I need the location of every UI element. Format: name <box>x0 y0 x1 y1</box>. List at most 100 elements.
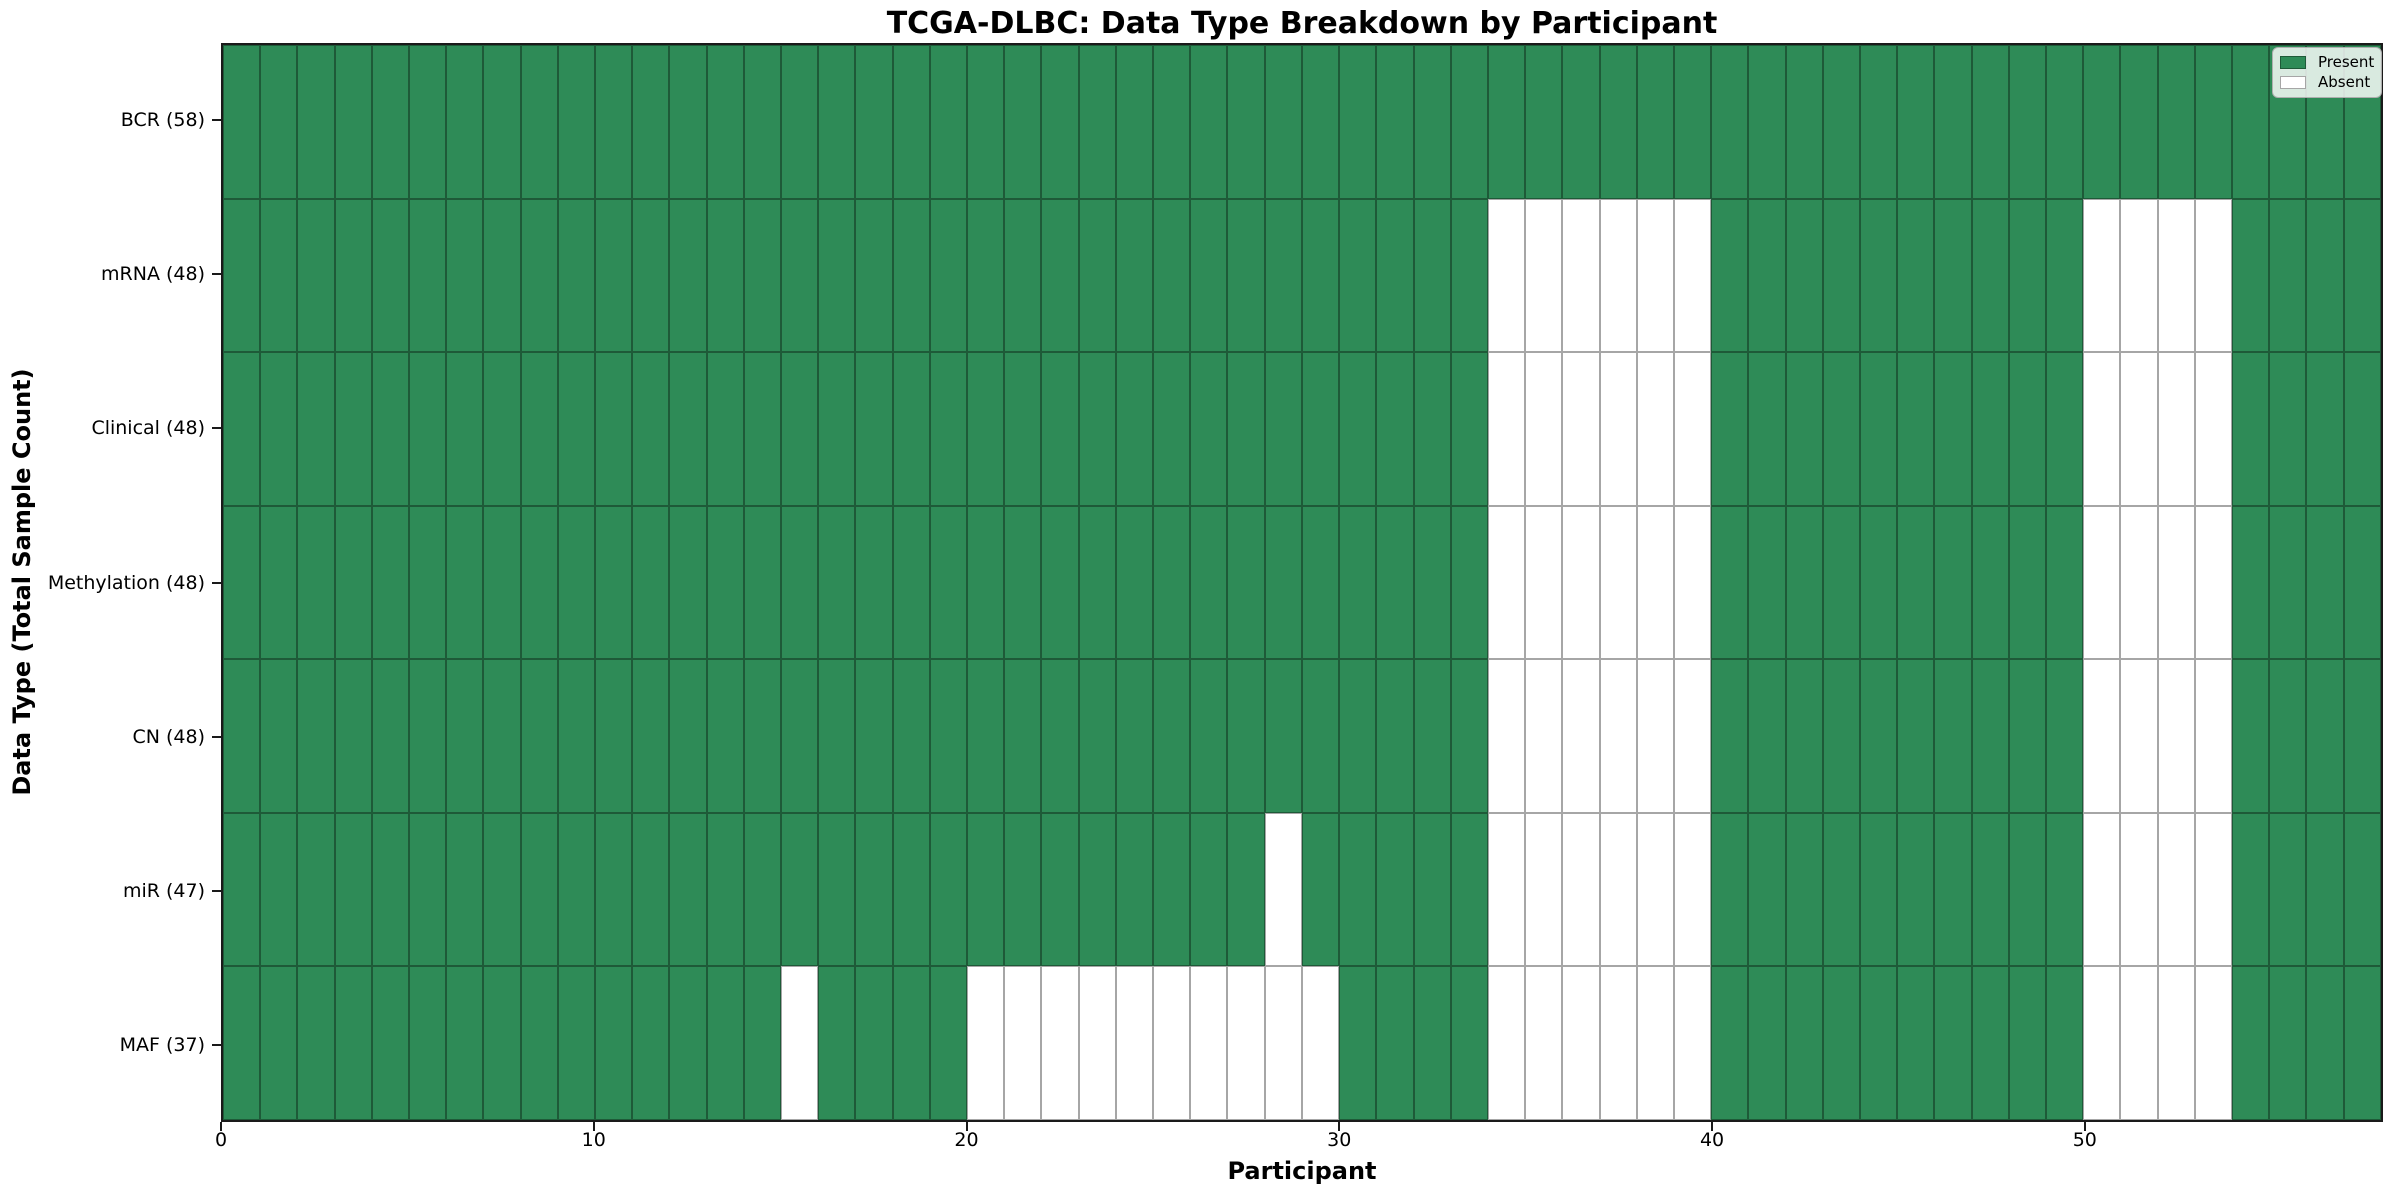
heatmap-cell <box>1190 812 1228 967</box>
plot-area <box>221 43 2383 1122</box>
heatmap-cell <box>967 352 1005 506</box>
heatmap-cell <box>929 966 968 1121</box>
heatmap-cell <box>1115 45 1154 199</box>
heatmap-cell <box>1636 198 1674 353</box>
heatmap-cell <box>1748 198 1786 353</box>
x-tick-mark <box>1338 1122 1341 1131</box>
heatmap-cell <box>1376 659 1414 813</box>
heatmap-cell <box>1376 352 1414 506</box>
heatmap-cell <box>2045 812 2084 967</box>
heatmap-cell <box>223 505 261 660</box>
heatmap-cell <box>1450 505 1488 660</box>
heatmap-cell <box>1487 45 1526 199</box>
heatmap-cell <box>595 812 633 967</box>
heatmap-cell <box>2231 505 2270 660</box>
heatmap-cell <box>1822 659 1860 813</box>
heatmap-cell <box>1636 352 1674 506</box>
heatmap-cell <box>1599 45 1637 199</box>
heatmap-cell <box>1153 352 1191 506</box>
heatmap-cell <box>1227 659 1265 813</box>
heatmap-cell <box>2008 966 2046 1121</box>
heatmap-cell <box>1413 659 1451 813</box>
x-axis-label: Participant <box>1227 1157 1377 1185</box>
heatmap-cell <box>669 198 707 353</box>
heatmap-cell <box>855 659 893 813</box>
heatmap-cell <box>1785 352 1823 506</box>
heatmap-cell <box>520 659 558 813</box>
heatmap-cell <box>1115 966 1154 1121</box>
heatmap-cell <box>1190 45 1228 199</box>
heatmap-cell <box>1190 966 1228 1121</box>
x-tick-label: 40 <box>1699 1129 1725 1151</box>
heatmap-cell <box>334 966 372 1121</box>
heatmap-cell <box>1711 352 1749 506</box>
heatmap-cell <box>520 45 558 199</box>
heatmap-cell <box>2157 659 2195 813</box>
heatmap-cell <box>2083 505 2121 660</box>
heatmap-cell <box>855 966 893 1121</box>
heatmap-cell <box>557 505 596 660</box>
legend-label-present: Present <box>2318 53 2375 72</box>
heatmap-cell <box>1785 966 1823 1121</box>
heatmap-cell <box>2045 45 2084 199</box>
heatmap-cell <box>706 198 744 353</box>
heatmap-cell <box>706 812 744 967</box>
heatmap-cell <box>297 45 335 199</box>
heatmap-cell <box>1264 505 1302 660</box>
heatmap-cell <box>1711 812 1749 967</box>
heatmap-cell <box>1562 659 1600 813</box>
heatmap-cell <box>2157 198 2195 353</box>
heatmap-cell <box>2083 812 2121 967</box>
heatmap-cell <box>1934 352 1972 506</box>
heatmap-cell <box>1078 812 1116 967</box>
heatmap-cell <box>669 659 707 813</box>
heatmap-cell <box>297 659 335 813</box>
y-tick-mark <box>212 1043 221 1046</box>
heatmap-cell <box>446 966 484 1121</box>
heatmap-cell <box>1487 966 1526 1121</box>
heatmap-cell <box>669 352 707 506</box>
heatmap-cell <box>1004 45 1042 199</box>
heatmap-cell <box>2343 505 2381 660</box>
heatmap-cell <box>409 198 447 353</box>
heatmap-cell <box>1525 352 1563 506</box>
x-tick-mark <box>1711 1122 1714 1131</box>
heatmap-cell <box>1339 352 1377 506</box>
heatmap-cell <box>2083 198 2121 353</box>
heatmap-cell <box>2120 966 2158 1121</box>
heatmap-cell <box>1934 505 1972 660</box>
heatmap-cell <box>743 966 782 1121</box>
heatmap-cell <box>223 352 261 506</box>
heatmap-cell <box>446 812 484 967</box>
heatmap-cell <box>743 812 782 967</box>
y-tick-mark <box>212 119 221 122</box>
heatmap-cell <box>1450 966 1488 1121</box>
heatmap-cell <box>892 659 930 813</box>
heatmap-cell <box>706 352 744 506</box>
heatmap-cell <box>1041 45 1079 199</box>
x-tick-label: 50 <box>2072 1129 2097 1151</box>
heatmap-cell <box>223 659 261 813</box>
heatmap-cell <box>483 659 521 813</box>
heatmap-cell <box>1115 505 1154 660</box>
heatmap-cell <box>1487 352 1526 506</box>
heatmap-cell <box>1562 45 1600 199</box>
x-tick-label: 0 <box>214 1129 228 1151</box>
heatmap-cell <box>1078 45 1116 199</box>
heatmap-cell <box>2194 45 2232 199</box>
heatmap-cell <box>1301 352 1340 506</box>
heatmap-cell <box>967 659 1005 813</box>
heatmap-cell <box>1859 45 1898 199</box>
x-tick-label: 30 <box>1327 1129 1352 1151</box>
heatmap-cell <box>595 659 633 813</box>
heatmap-cell <box>1711 659 1749 813</box>
heatmap-cell <box>1822 45 1860 199</box>
heatmap-cell <box>1748 505 1786 660</box>
heatmap-cell <box>2269 812 2307 967</box>
heatmap-cell <box>1004 812 1042 967</box>
heatmap-cell <box>1748 352 1786 506</box>
heatmap-cell <box>1450 659 1488 813</box>
heatmap-cell <box>520 505 558 660</box>
heatmap-cell <box>1004 505 1042 660</box>
